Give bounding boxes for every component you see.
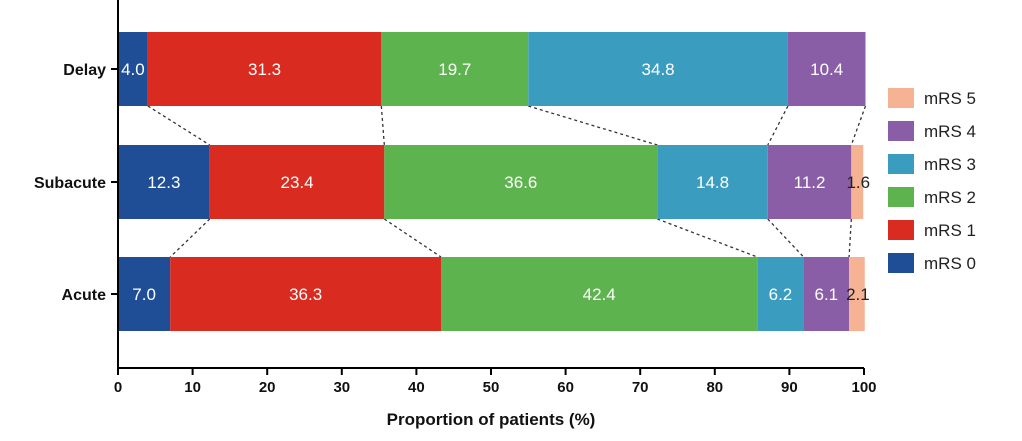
data-label: 2.1 <box>846 285 870 304</box>
connector-line <box>147 105 211 146</box>
legend-label: mRS 0 <box>924 254 976 273</box>
bar-segment-subacute-mrs-2 <box>384 145 658 219</box>
bar-segment-acute-mrs-1 <box>170 257 442 331</box>
bar-segment-delay-mrs-1 <box>147 32 382 106</box>
connector-lines <box>147 105 867 258</box>
connector-line <box>169 218 211 258</box>
legend-swatch <box>888 253 914 273</box>
bar-segment-subacute-mrs-3 <box>657 145 768 219</box>
data-label: 36.3 <box>289 285 322 304</box>
connector-line <box>850 105 867 146</box>
bar-segment-subacute-mrs-4 <box>767 145 852 219</box>
y-tick-label: Delay <box>63 62 106 79</box>
bar-segment-delay-mrs-4 <box>787 32 866 106</box>
connector-line <box>848 218 852 258</box>
data-label: 11.2 <box>794 173 826 192</box>
legend-swatch <box>888 154 914 174</box>
data-label: 14.8 <box>696 173 729 192</box>
x-tick-label: 50 <box>483 379 500 396</box>
bar-segment-subacute-mrs-1 <box>209 145 385 219</box>
data-label: 36.6 <box>504 173 537 192</box>
connector-line <box>383 218 442 258</box>
legend-label: mRS 5 <box>924 89 976 108</box>
bar-segment-delay-mrs-3 <box>528 32 788 106</box>
data-label: 1.6 <box>846 173 870 192</box>
legend-swatch <box>888 121 914 141</box>
x-tick-label: 0 <box>114 379 122 396</box>
legend-label: mRS 2 <box>924 188 976 207</box>
axes-group: Delay Subacute Acute 0 10 20 30 40 50 60 70 80 90 100 <box>34 0 877 396</box>
x-tick-label: 40 <box>408 379 425 396</box>
x-tick-label: 100 <box>851 379 876 396</box>
legend-label: mRS 1 <box>924 221 976 240</box>
bar-segment-delay-mrs-0 <box>118 32 148 106</box>
bars-group: 4.0 31.3 19.7 34.8 10.4 12.3 23.4 36.6 14.8 11.2 1… <box>118 32 870 331</box>
y-tick-label: Subacute <box>34 175 106 192</box>
bar-segment-subacute-mrs-0 <box>118 145 210 219</box>
bar-segment-subacute-mrs-5 <box>851 145 864 219</box>
bar-segment-acute-mrs-5 <box>849 257 865 331</box>
data-label: 23.4 <box>280 173 313 192</box>
x-tick-label: 60 <box>557 379 574 396</box>
legend-label: mRS 4 <box>924 122 976 141</box>
data-label: 12.3 <box>147 173 180 192</box>
x-axis-title: Proportion of patients (%) <box>387 410 596 429</box>
x-tick-label: 70 <box>632 379 649 396</box>
x-tick-label: 90 <box>781 379 798 396</box>
data-label: 42.4 <box>583 285 616 304</box>
bar-segment-acute-mrs-3 <box>757 257 804 331</box>
legend-swatch <box>888 220 914 240</box>
legend: mRS 5 mRS 4 mRS 3 mRS 2 mRS 1 mRS 0 <box>888 88 976 273</box>
y-tick-label: Acute <box>62 287 107 304</box>
data-label: 6.2 <box>769 285 793 304</box>
data-label: 19.7 <box>438 60 471 79</box>
data-label: 10.4 <box>810 60 843 79</box>
bar-segment-delay-mrs-2 <box>381 32 529 106</box>
data-label: 7.0 <box>132 285 156 304</box>
connector-line <box>380 105 385 146</box>
x-tick-label: 20 <box>259 379 276 396</box>
data-label: 31.3 <box>248 60 281 79</box>
bar-segment-acute-mrs-0 <box>118 257 171 331</box>
x-tick-label: 80 <box>706 379 723 396</box>
connector-line <box>528 105 658 146</box>
x-tick-label: 30 <box>333 379 350 396</box>
bar-segment-acute-mrs-4 <box>803 257 850 331</box>
bar-segment-acute-mrs-2 <box>441 257 758 331</box>
data-label: 34.8 <box>642 60 675 79</box>
data-label: 6.1 <box>815 285 839 304</box>
x-tick-label: 10 <box>184 379 201 396</box>
connector-line <box>657 218 758 258</box>
connector-line <box>767 105 789 146</box>
legend-swatch <box>888 187 914 207</box>
data-label: 4.0 <box>121 60 145 79</box>
legend-label: mRS 3 <box>924 155 976 174</box>
connector-line <box>767 218 805 258</box>
legend-swatch <box>888 88 914 108</box>
